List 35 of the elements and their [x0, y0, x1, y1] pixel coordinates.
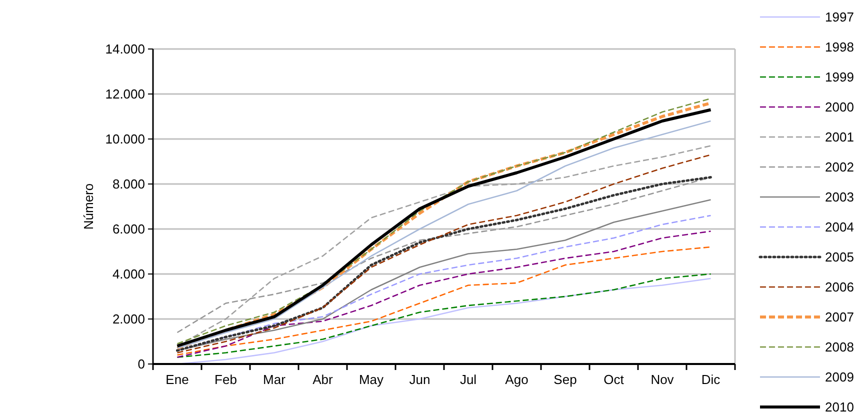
- x-tick-label: Nov: [650, 372, 674, 387]
- legend-label: 2006: [825, 280, 854, 295]
- legend-label: 2002: [825, 160, 854, 175]
- x-tick-label: May: [358, 372, 384, 387]
- x-tick-label: Mar: [263, 372, 286, 387]
- legend-label: 2010: [825, 400, 854, 415]
- y-tick-label: 8.000: [112, 176, 145, 192]
- y-tick-label: 10.000: [105, 132, 145, 147]
- legend-label: 2007: [825, 310, 854, 325]
- y-axis-title: Número: [81, 183, 96, 230]
- y-tick-label: 6.000: [112, 222, 145, 237]
- y-tick-label: 12.000: [105, 86, 145, 102]
- legend-label: 2000: [825, 100, 854, 115]
- y-tick-label: 0: [138, 356, 145, 372]
- legend-label: 2008: [825, 340, 854, 355]
- x-tick-label: Sep: [554, 372, 577, 387]
- x-tick-label: Jun: [409, 372, 430, 387]
- x-tick-label: Feb: [214, 372, 237, 387]
- legend-label: 1999: [825, 70, 854, 85]
- y-tick-label: 4.000: [112, 266, 145, 282]
- x-tick-label: Dic: [701, 372, 721, 387]
- legend-label: 2001: [825, 130, 854, 145]
- legend-label: 1998: [825, 40, 854, 55]
- y-tick-label: 14.000: [105, 42, 145, 57]
- legend-label: 2009: [825, 370, 854, 385]
- legend-label: 2003: [825, 190, 854, 205]
- x-tick-label: Ene: [166, 372, 189, 387]
- legend-label: 2004: [825, 220, 854, 235]
- legend-label: 2005: [825, 250, 854, 265]
- legend-label: 1997: [825, 10, 854, 25]
- y-tick-label: 2.000: [112, 312, 145, 327]
- x-tick-label: Oct: [604, 372, 624, 387]
- x-tick-label: Abr: [312, 372, 334, 387]
- x-tick-label: Jul: [460, 372, 477, 387]
- x-tick-label: Ago: [505, 372, 528, 387]
